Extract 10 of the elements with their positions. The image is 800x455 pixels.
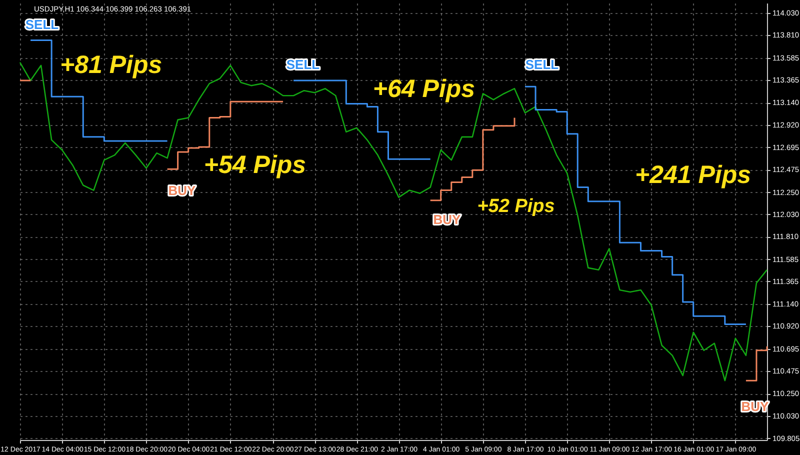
annotation: +54 Pips bbox=[204, 151, 306, 179]
annotation: +81 Pips bbox=[60, 51, 162, 79]
annotation: SELL bbox=[525, 57, 559, 72]
annotation: +52 Pips bbox=[477, 196, 555, 217]
annotation: +241 Pips bbox=[634, 161, 752, 189]
annotation: BUY bbox=[433, 212, 462, 227]
annotation: BUY bbox=[168, 183, 196, 198]
annotation: SELL bbox=[25, 17, 59, 32]
annotation: +64 Pips bbox=[372, 75, 476, 103]
annotation: SELL bbox=[286, 57, 320, 72]
